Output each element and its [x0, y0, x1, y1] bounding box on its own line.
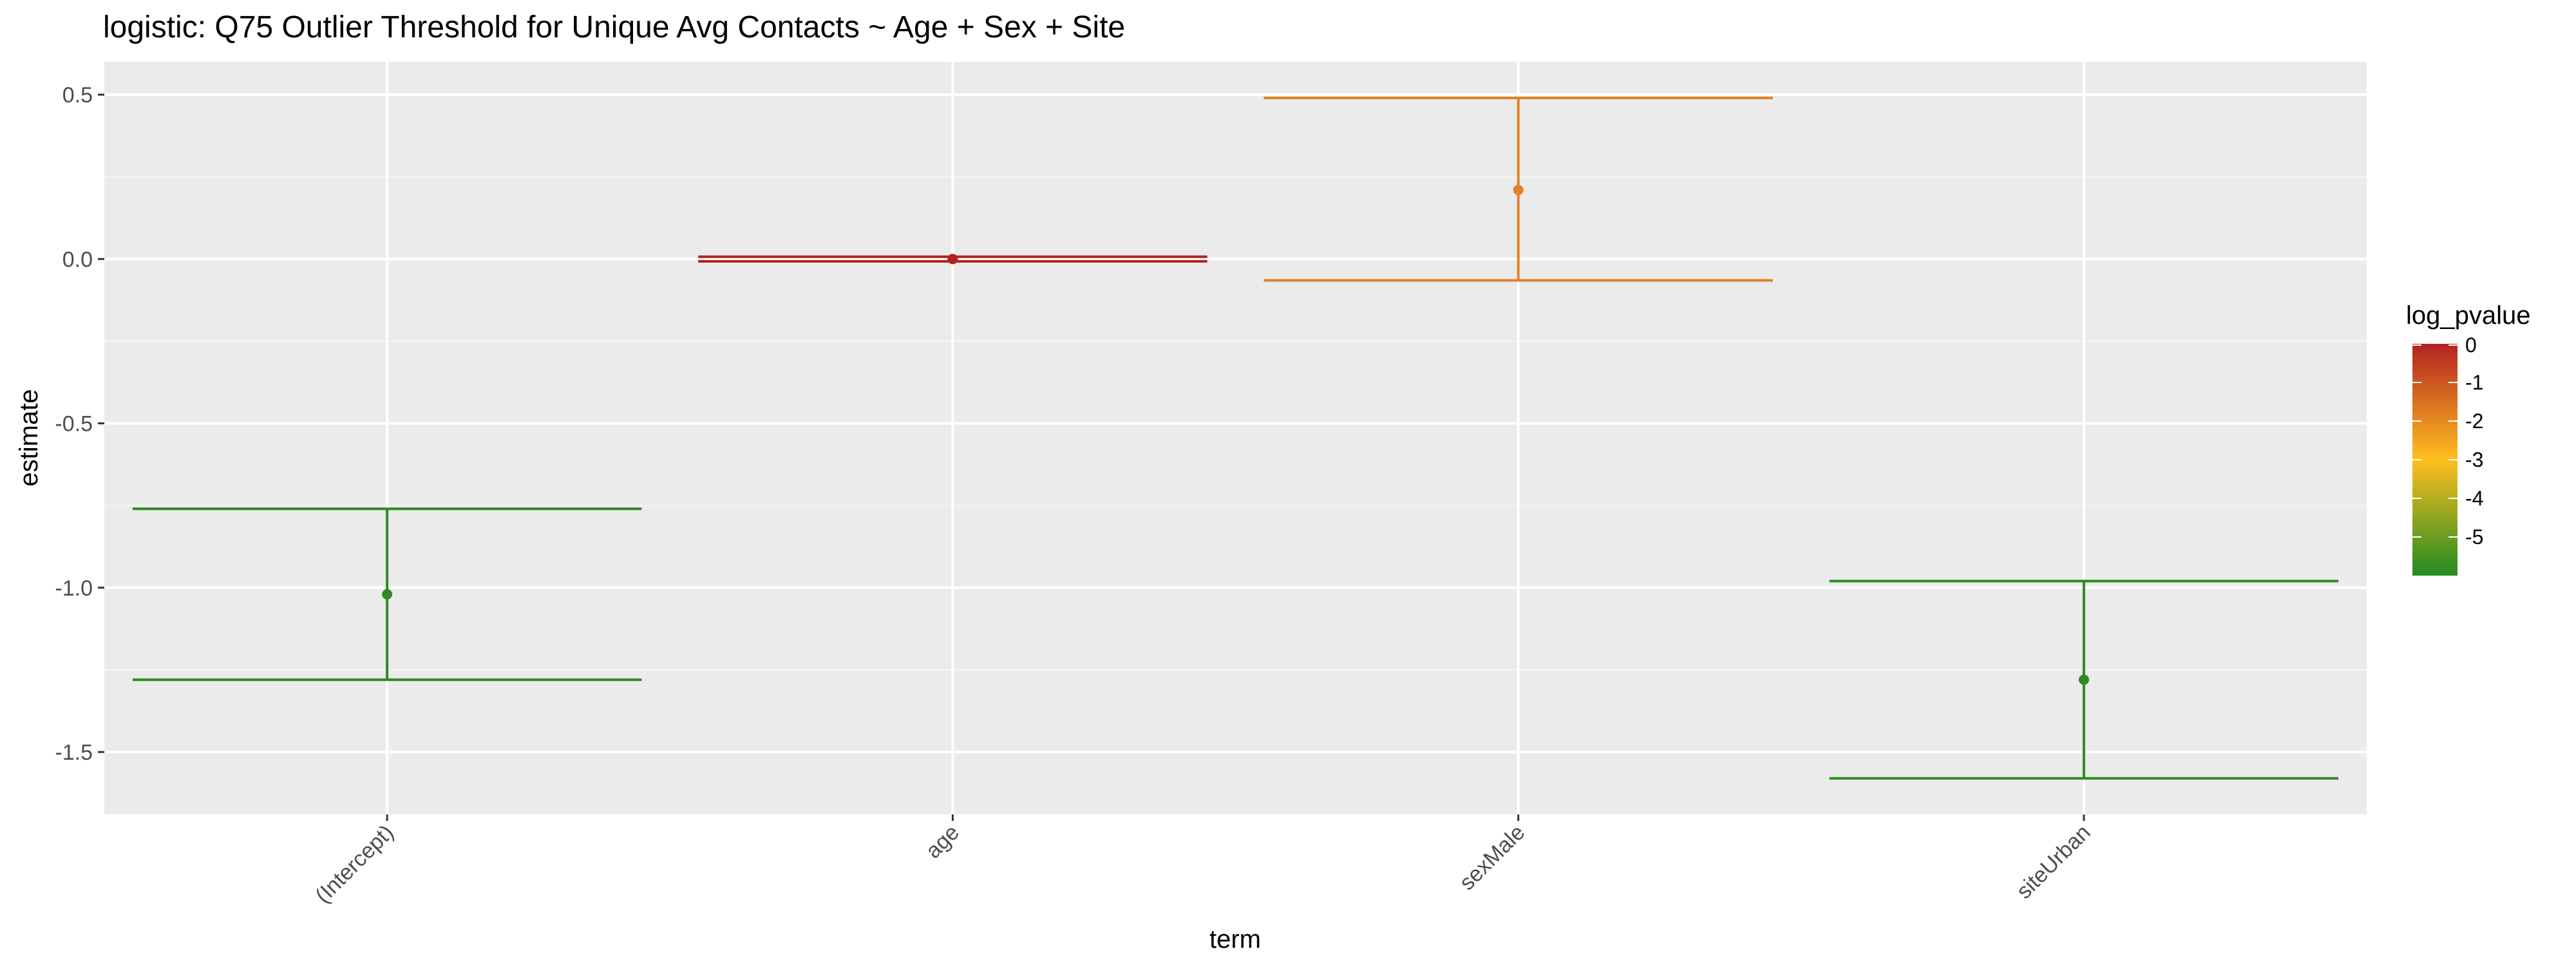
estimate-point — [947, 254, 958, 265]
estimate-point — [2078, 674, 2089, 685]
legend-tick-label: -3 — [2465, 448, 2483, 471]
y-tick-label: 0.5 — [62, 83, 93, 108]
x-tick-label: sexMale — [1455, 820, 1530, 895]
legend-tick-label: 0 — [2465, 334, 2477, 357]
legend-tick-label: -5 — [2465, 525, 2483, 549]
x-axis: (Intercept) age sexMale siteUrban — [310, 814, 2096, 908]
x-tick-label: age — [921, 820, 964, 863]
y-axis: 0.5 0.0 -0.5 -1.0 -1.5 — [55, 83, 104, 765]
plot-panel — [104, 62, 2367, 814]
y-tick-label: -0.5 — [55, 412, 93, 437]
legend-tick-label: -4 — [2465, 487, 2483, 510]
y-tick-label: 0.0 — [62, 247, 93, 272]
errorbar-age — [698, 254, 1208, 265]
legend-title: log_pvalue — [2406, 301, 2531, 330]
estimate-point — [382, 588, 393, 599]
errorbar-sexmale — [1264, 97, 1773, 282]
y-tick-label: -1.0 — [55, 576, 93, 601]
errorbar-layer — [132, 97, 2339, 780]
y-axis-title: estimate — [15, 389, 43, 486]
x-axis-title: term — [1209, 925, 1261, 954]
x-tick-label: siteUrban — [2012, 820, 2096, 904]
errorbar-intercept — [132, 507, 642, 681]
x-tick-label: (Intercept) — [310, 820, 398, 908]
estimate-point — [1513, 185, 1524, 196]
legend-tick-label: -2 — [2465, 409, 2483, 433]
legend-tick-label: -1 — [2465, 371, 2483, 394]
chart-title: logistic: Q75 Outlier Threshold for Uniq… — [103, 10, 1125, 44]
y-tick-label: -1.5 — [55, 740, 93, 765]
legend-ticks: 0 -1 -2 -3 -4 -5 — [2412, 334, 2483, 549]
errorbar-siteurban — [1829, 579, 2339, 780]
legend: log_pvalue 0 -1 -2 -3 -4 -5 — [2406, 301, 2531, 576]
